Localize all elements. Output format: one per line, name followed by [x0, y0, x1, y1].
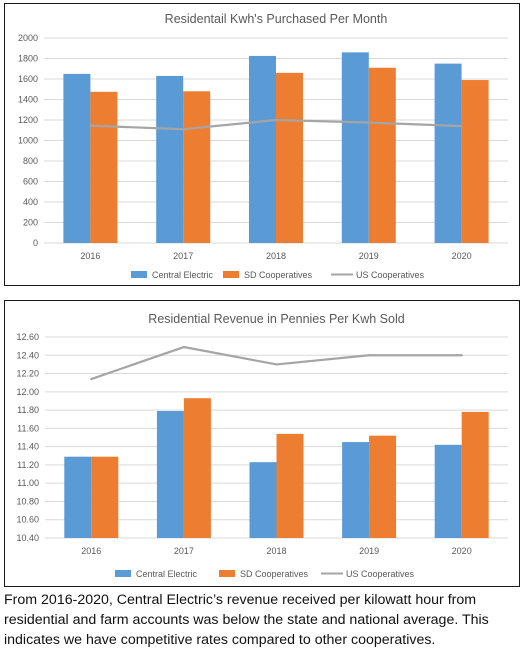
- y-tick-label: 2000: [18, 33, 38, 43]
- legend-swatch-sd-cooperatives: [219, 570, 235, 577]
- point-us-cooperatives: [367, 121, 370, 124]
- x-tick-label: 2019: [359, 546, 379, 556]
- x-tick-label: 2017: [173, 251, 193, 261]
- bar-central-electric: [342, 442, 370, 538]
- y-tick-label: 10.40: [16, 533, 39, 543]
- point-us-cooperatives: [460, 125, 463, 128]
- y-tick-label: 1600: [18, 74, 38, 84]
- legend-label-central-electric: Central Electric: [136, 569, 198, 579]
- y-tick-label: 0: [33, 238, 38, 248]
- y-tick-label: 11.60: [17, 423, 39, 433]
- bar-sd-cooperatives: [90, 91, 118, 243]
- x-tick-label: 2019: [359, 251, 379, 261]
- y-tick-label: 12.60: [16, 332, 39, 342]
- y-tick-label: 10.60: [16, 515, 39, 525]
- point-us-cooperatives: [182, 345, 185, 349]
- y-tick-label: 1400: [18, 95, 38, 105]
- y-tick-label: 11.20: [17, 460, 39, 470]
- bar-sd-cooperatives: [461, 411, 489, 538]
- y-tick-label: 600: [23, 177, 38, 187]
- bar-central-electric: [434, 63, 462, 243]
- y-tick-label: 11.40: [17, 442, 39, 452]
- x-tick-label: 2016: [80, 251, 100, 261]
- y-tick-label: 12.40: [16, 350, 39, 360]
- bar-sd-cooperatives: [369, 435, 397, 538]
- y-tick-label: 1800: [18, 54, 38, 64]
- chart-revenue-pennies: Residential Revenue in Pennies Per Kwh S…: [4, 300, 520, 587]
- point-us-cooperatives: [275, 363, 278, 366]
- legend-label-us-cooperatives: US Cooperatives: [346, 569, 415, 579]
- bar-central-electric: [64, 456, 92, 538]
- legend-swatch-central-electric: [131, 271, 147, 278]
- point-us-cooperatives: [90, 377, 93, 381]
- legend-label-us-cooperatives: US Cooperatives: [356, 270, 425, 280]
- point-us-cooperatives: [274, 118, 278, 122]
- x-tick-label: 2020: [452, 546, 472, 556]
- bar-sd-cooperatives: [91, 456, 119, 538]
- y-tick-label: 200: [23, 218, 38, 228]
- y-tick-label: 1200: [18, 115, 38, 125]
- bar-central-electric: [249, 462, 277, 538]
- chart-title: Residential Revenue in Pennies Per Kwh S…: [148, 312, 404, 326]
- x-tick-label: 2020: [452, 251, 472, 261]
- y-tick-label: 10.80: [16, 496, 39, 506]
- bar-central-electric: [341, 52, 369, 243]
- legend-swatch-sd-cooperatives: [223, 271, 239, 278]
- chart-title: Residentail Kwh's Purchased Per Month: [165, 12, 388, 26]
- legend-label-central-electric: Central Electric: [152, 270, 214, 280]
- x-tick-label: 2018: [266, 251, 286, 261]
- y-tick-label: 12.00: [16, 387, 39, 397]
- y-tick-label: 800: [23, 156, 38, 166]
- bar-sd-cooperatives: [368, 67, 396, 243]
- x-tick-label: 2017: [174, 546, 194, 556]
- point-us-cooperatives: [460, 354, 463, 357]
- point-us-cooperatives: [89, 124, 92, 127]
- chart-kwh-svg: Residentail Kwh's Purchased Per Month 0 20…: [18, 12, 508, 280]
- bar-central-electric: [434, 444, 462, 538]
- legend-label-sd-cooperatives: SD Cooperatives: [244, 270, 313, 280]
- bar-sd-cooperatives: [276, 72, 303, 243]
- point-us-cooperatives: [182, 128, 185, 131]
- bar-central-electric: [63, 73, 91, 243]
- x-tick-label: 2016: [81, 546, 101, 556]
- y-tick-label: 12.20: [16, 369, 39, 379]
- y-tick-label: 11.00: [17, 478, 39, 488]
- chart-kwh-purchased: Residentail Kwh's Purchased Per Month 0 20…: [4, 3, 520, 286]
- y-tick-label: 1000: [18, 136, 38, 146]
- legend-swatch-central-electric: [115, 570, 131, 577]
- caption-text: From 2016-2020, Central Electric’s reven…: [4, 592, 489, 648]
- bar-central-electric: [249, 55, 276, 243]
- bar-sd-cooperatives: [276, 433, 304, 538]
- y-tick-label: 11.80: [17, 405, 39, 415]
- line-us-cooperatives: [90, 345, 462, 381]
- bar-sd-cooperatives: [183, 91, 211, 243]
- legend-label-sd-cooperatives: SD Cooperatives: [240, 569, 309, 579]
- bar-sd-cooperatives: [461, 80, 489, 244]
- y-tick-label: 400: [23, 197, 38, 207]
- x-tick-label: 2018: [266, 546, 286, 556]
- point-us-cooperatives: [368, 354, 371, 357]
- chart-revenue-svg: Residential Revenue in Pennies Per Kwh S…: [16, 312, 508, 579]
- bar-central-electric: [156, 75, 184, 243]
- bar-sd-cooperatives: [183, 398, 211, 538]
- bar-central-electric: [156, 411, 184, 538]
